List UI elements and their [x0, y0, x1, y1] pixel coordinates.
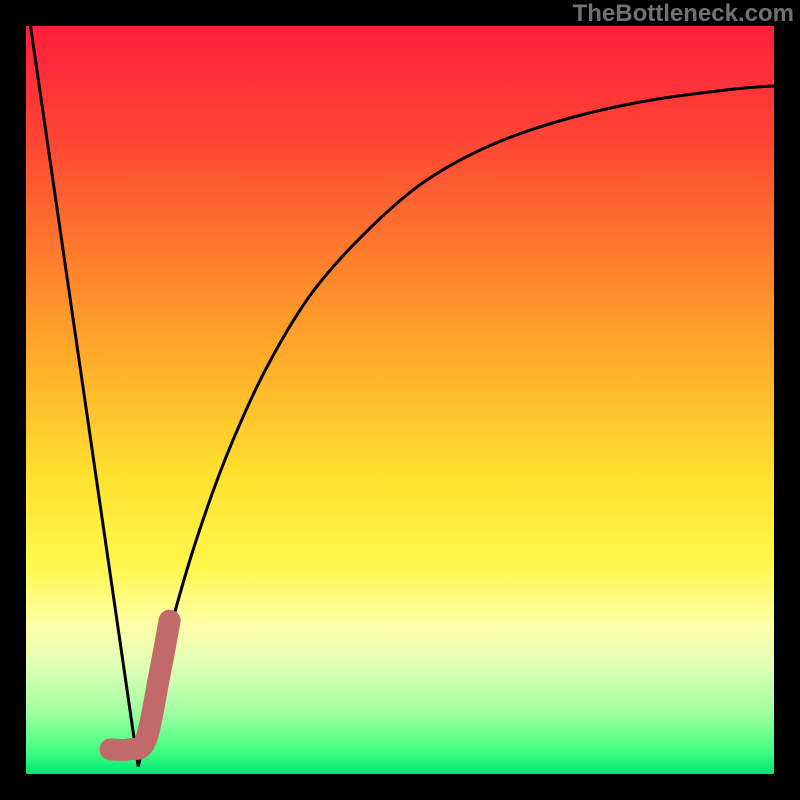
- bottleneck-chart: TheBottleneck.com: [0, 0, 800, 800]
- chart-svg: [0, 0, 800, 800]
- watermark-text: TheBottleneck.com: [573, 0, 794, 28]
